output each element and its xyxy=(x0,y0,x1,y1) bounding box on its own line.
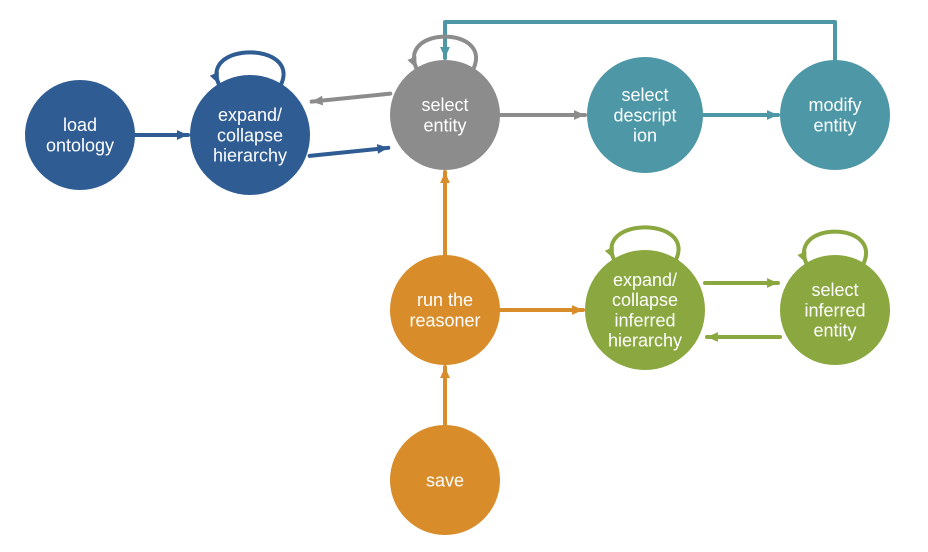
node-label-run_reasoner: run thereasoner xyxy=(409,290,480,330)
edge-save-to-run_reasoner xyxy=(440,367,450,425)
node-expand_inferred: expand/collapseinferredhierarchy xyxy=(585,250,705,370)
node-expand_collapse: expand/collapsehierarchy xyxy=(190,75,310,195)
edge-run_reasoner-to-select_entity xyxy=(440,172,450,255)
node-modify_entity: modifyentity xyxy=(780,60,890,170)
edge-run_reasoner-to-expand_inferred xyxy=(500,305,583,315)
node-run_reasoner: run thereasoner xyxy=(390,255,500,365)
edge-modify_entity-to-select_entity xyxy=(440,22,835,60)
node-label-expand_collapse: expand/collapsehierarchy xyxy=(213,105,287,165)
edge-select_entity-to-select_desc xyxy=(500,110,585,120)
node-select_entity: selectentity xyxy=(390,60,500,170)
edge-select_entity-to-expand_collapse xyxy=(312,94,391,106)
node-select_desc: selectdescription xyxy=(587,57,703,173)
node-select_inferred: selectinferredentity xyxy=(780,255,890,365)
node-label-modify_entity: modifyentity xyxy=(808,95,861,135)
flowchart-canvas: loadontology expand/collapsehierarchy sele… xyxy=(0,0,928,552)
edge-select_desc-to-modify_entity xyxy=(703,110,778,120)
edge-select_inferred-to-expand_inferred xyxy=(707,332,780,342)
node-save: save xyxy=(390,425,500,535)
node-label-expand_inferred: expand/collapseinferredhierarchy xyxy=(608,270,682,350)
edge-expand_collapse-to-select_entity xyxy=(310,144,389,156)
node-load_ontology: loadontology xyxy=(25,80,135,190)
edge-load_ontology-to-expand_collapse xyxy=(135,130,188,140)
node-label-select_entity: selectentity xyxy=(421,95,468,135)
node-label-select_inferred: selectinferredentity xyxy=(804,280,865,340)
edge-expand_inferred-to-select_inferred xyxy=(705,278,778,288)
nodes-layer: loadontology expand/collapsehierarchy sele… xyxy=(25,57,890,535)
node-label-save: save xyxy=(426,470,464,490)
